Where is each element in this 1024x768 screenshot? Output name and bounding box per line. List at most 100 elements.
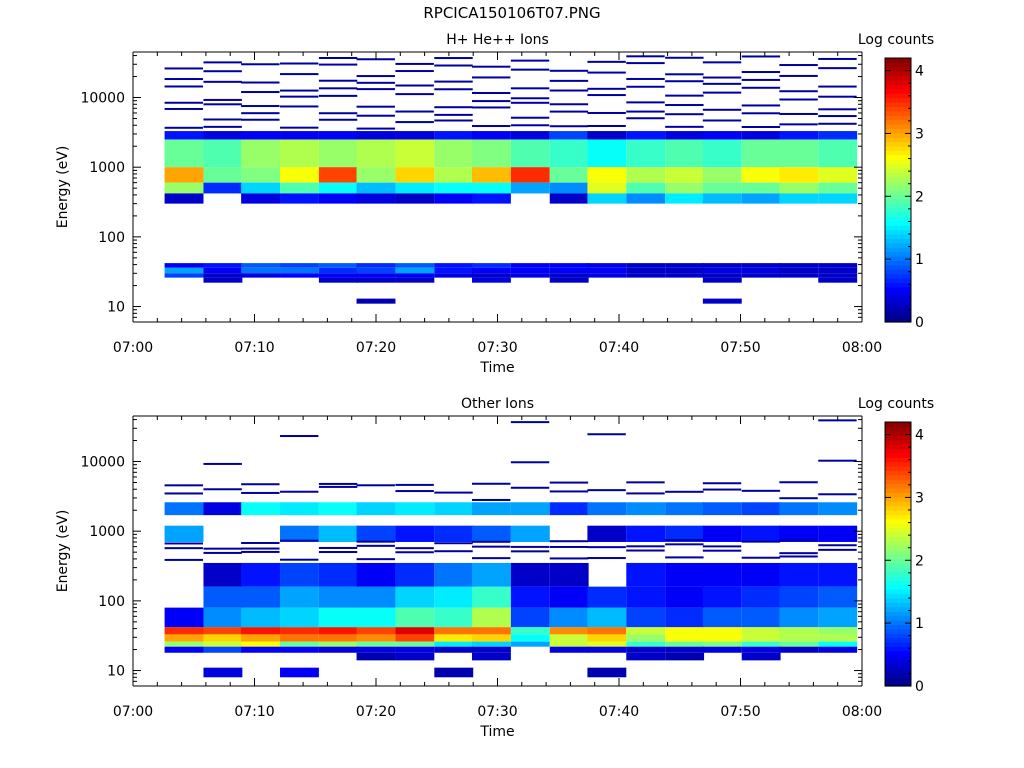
heatmap-cell <box>702 82 742 85</box>
colorbar-segment <box>885 97 911 103</box>
colorbar-segment <box>885 545 911 551</box>
heatmap-cell <box>587 641 627 647</box>
heatmap-cell <box>779 273 819 278</box>
colorbar-segment <box>885 141 911 147</box>
heatmap-cell <box>741 646 781 653</box>
heatmap-cell <box>471 125 511 128</box>
heatmap-cell <box>702 586 742 608</box>
heatmap-cell <box>779 586 819 608</box>
heatmap-cell <box>356 562 396 587</box>
colorbar-segment <box>885 190 911 195</box>
heatmap-cell <box>665 73 704 76</box>
heatmap-cell <box>434 627 474 635</box>
heatmap-cell <box>434 634 474 642</box>
heatmap-cell <box>203 267 243 274</box>
heatmap-cell <box>587 182 627 194</box>
heatmap-cell <box>356 263 396 268</box>
heatmap-cell <box>665 182 705 194</box>
heatmap-cell <box>395 131 435 140</box>
heatmap-cell <box>318 131 358 140</box>
heatmap-cell <box>395 93 434 96</box>
heatmap-cell <box>549 273 589 278</box>
y-axis-label: Energy (eV) <box>55 146 71 229</box>
colorbar-segment <box>885 479 911 485</box>
heatmap-cell <box>471 106 511 109</box>
heatmap-cell <box>587 167 627 183</box>
heatmap-cell <box>203 627 243 635</box>
heatmap-cell <box>434 88 473 91</box>
heatmap-cell <box>318 87 358 90</box>
heatmap-cell <box>434 119 473 122</box>
heatmap-cell <box>818 525 858 542</box>
heatmap-cell <box>626 139 666 168</box>
heatmap-cell <box>741 273 781 278</box>
heatmap-cell <box>626 652 666 661</box>
heatmap-cell <box>395 547 434 550</box>
heatmap-cell <box>434 491 473 494</box>
colorbar-segment <box>885 523 911 529</box>
colorbar-segment <box>885 466 911 471</box>
colorbar-segment <box>885 278 911 283</box>
heatmap-cell <box>318 193 358 204</box>
colorbar-segment <box>885 58 911 63</box>
heatmap-cell <box>741 131 781 140</box>
heatmap-cell <box>665 80 704 83</box>
heatmap-cell <box>510 641 550 647</box>
heatmap-cell <box>318 641 358 647</box>
heatmap-cell <box>741 607 781 628</box>
colorbar-segment <box>885 84 911 90</box>
heatmap-cell <box>241 267 281 274</box>
heatmap-cell <box>741 78 781 81</box>
colorbar-segment <box>885 593 911 599</box>
heatmap-cell <box>318 646 358 653</box>
heatmap-cell <box>665 562 705 587</box>
heatmap-cell <box>241 491 280 494</box>
colorbar-segment <box>885 633 911 639</box>
heatmap-cell <box>471 641 511 647</box>
colorbar-segment <box>885 646 911 652</box>
colorbar-segment <box>885 470 911 476</box>
heatmap-cell <box>510 267 550 274</box>
heatmap-cell <box>510 545 550 548</box>
heatmap-cell <box>395 277 435 283</box>
colorbar-segment <box>885 203 911 209</box>
colorbar-tick-label: 4 <box>915 64 924 80</box>
heatmap-cell <box>164 542 203 545</box>
heatmap-cell <box>665 94 704 97</box>
heatmap-cell <box>626 110 665 113</box>
heatmap-cell <box>779 607 819 628</box>
colorbar-segment <box>885 229 911 235</box>
colorbar-segment <box>885 461 911 467</box>
heatmap-cell <box>741 139 781 168</box>
heatmap-cell <box>818 95 857 98</box>
heatmap-cell <box>241 263 281 268</box>
heatmap-cell <box>741 627 781 635</box>
heatmap-cell <box>626 55 665 58</box>
colorbar-segment <box>885 176 911 182</box>
colorbar-segment <box>885 304 911 310</box>
heatmap-cell <box>203 167 243 183</box>
heatmap-cell <box>280 62 319 65</box>
heatmap-cell <box>702 545 742 548</box>
heatmap-cell <box>626 634 666 642</box>
heatmap-cell <box>510 627 550 635</box>
colorbar-segment <box>885 435 911 441</box>
colorbar-segment <box>885 422 911 427</box>
heatmap-cell <box>665 538 704 541</box>
heatmap-cell <box>549 125 589 128</box>
heatmap-cell <box>471 652 511 661</box>
heatmap-cell <box>203 667 243 678</box>
heatmap-cell <box>203 131 243 140</box>
heatmap-cell <box>356 525 396 542</box>
heatmap-cell <box>779 131 819 140</box>
colorbar-segment <box>885 681 911 687</box>
heatmap-cell <box>241 634 281 642</box>
heatmap-cell <box>587 131 627 140</box>
colorbar-segment <box>885 567 911 573</box>
heatmap-cell <box>779 167 819 183</box>
colorbar-tick-label: 2 <box>915 553 924 569</box>
colorbar-tick-label: 4 <box>915 428 924 444</box>
heatmap-cell <box>587 267 627 274</box>
heatmap-cell <box>741 502 781 516</box>
heatmap-cell <box>318 586 358 608</box>
